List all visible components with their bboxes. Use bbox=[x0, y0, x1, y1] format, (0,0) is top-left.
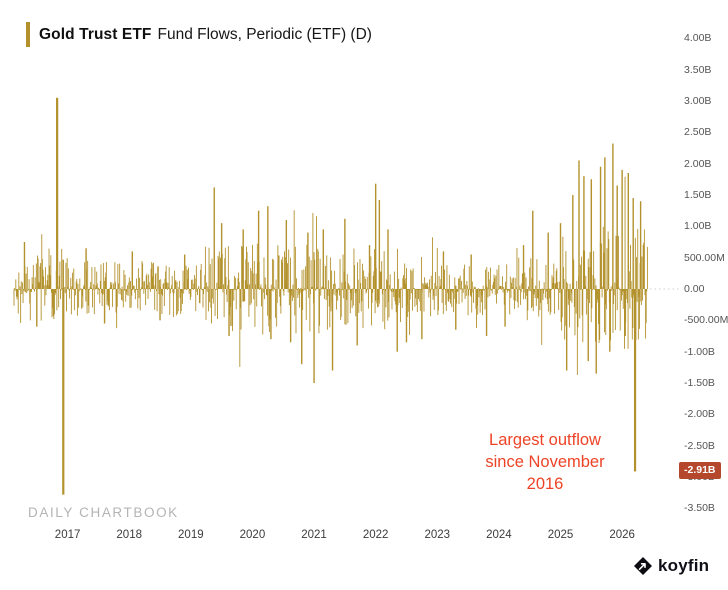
last-value-badge: -2.91B bbox=[679, 462, 721, 479]
y-axis-label: -2.00B bbox=[684, 408, 715, 421]
x-axis-label: 2017 bbox=[54, 529, 81, 541]
koyfin-logo: koyfin bbox=[634, 556, 709, 576]
y-axis-label: -1.50B bbox=[684, 377, 715, 390]
y-axis-label: 4.00B bbox=[684, 32, 712, 45]
x-axis-label: 2024 bbox=[486, 529, 512, 541]
chart-title-main: Gold Trust ETF bbox=[39, 25, 152, 43]
y-axis-label: 500.00M bbox=[684, 251, 725, 264]
x-axis-label: 2023 bbox=[424, 529, 451, 541]
y-axis-label: 0.00 bbox=[684, 283, 705, 295]
x-axis-label: 2025 bbox=[547, 529, 574, 541]
y-axis-label: 3.50B bbox=[684, 63, 712, 76]
y-axis-label: 1.00B bbox=[684, 220, 712, 233]
y-axis-label: -3.50B bbox=[684, 502, 715, 515]
x-axis-label: 2018 bbox=[116, 529, 142, 541]
y-axis-label: 3.00B bbox=[684, 94, 712, 107]
x-axis-label: 2019 bbox=[178, 529, 204, 541]
annotation-largest-outflow: Largest outflow since November 2016 bbox=[485, 431, 605, 493]
x-axis-label: 2021 bbox=[301, 529, 327, 541]
chart-title-sub: Fund Flows, Periodic (ETF) (D) bbox=[157, 25, 372, 43]
y-axis-label: 2.50B bbox=[684, 126, 712, 139]
x-axis-label: 2020 bbox=[239, 529, 266, 541]
watermark-daily-chartbook: DAILY CHARTBOOK bbox=[28, 505, 179, 520]
koyfin-logo-text: koyfin bbox=[658, 556, 710, 575]
y-axis-label: -500.00M bbox=[684, 314, 728, 327]
y-axis-label: 2.00B bbox=[684, 157, 712, 170]
x-axis-label: 2022 bbox=[362, 529, 389, 541]
koyfin-diamond-icon bbox=[634, 557, 652, 575]
chart-title: Gold Trust ETF Fund Flows, Periodic (ETF… bbox=[26, 22, 372, 47]
y-axis-label: 1.50B bbox=[684, 188, 712, 201]
x-axis-label: 2026 bbox=[609, 529, 635, 541]
y-axis-label: -2.50B bbox=[684, 439, 715, 452]
y-axis-label: -1.00B bbox=[684, 345, 715, 358]
title-accent-bar bbox=[26, 22, 30, 47]
